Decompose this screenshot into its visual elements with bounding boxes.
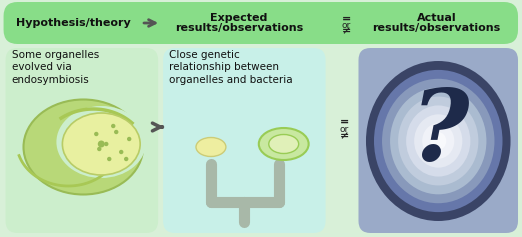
Text: or: or: [342, 20, 351, 29]
Text: =: =: [340, 117, 349, 127]
Circle shape: [114, 130, 118, 134]
Ellipse shape: [56, 106, 146, 178]
Ellipse shape: [422, 123, 454, 159]
Ellipse shape: [366, 61, 511, 221]
Circle shape: [124, 157, 128, 161]
Ellipse shape: [259, 128, 309, 160]
Text: Actual
results/observations: Actual results/observations: [372, 13, 501, 33]
Circle shape: [127, 137, 132, 141]
Ellipse shape: [430, 132, 446, 150]
Text: Some organelles
evolved via
endosymbiosis: Some organelles evolved via endosymbiosi…: [11, 50, 99, 85]
Ellipse shape: [63, 113, 140, 175]
FancyBboxPatch shape: [4, 2, 518, 44]
Circle shape: [111, 124, 115, 128]
Text: ?: ?: [411, 85, 470, 181]
Ellipse shape: [269, 135, 299, 154]
Ellipse shape: [398, 96, 478, 185]
Circle shape: [97, 147, 101, 151]
Ellipse shape: [374, 70, 503, 212]
Text: Close genetic
relationship between
organelles and bacteria: Close genetic relationship between organ…: [169, 50, 293, 85]
FancyBboxPatch shape: [7, 5, 139, 41]
Circle shape: [98, 141, 105, 147]
Text: =: =: [342, 14, 351, 24]
Circle shape: [94, 132, 99, 136]
FancyBboxPatch shape: [163, 48, 326, 233]
Ellipse shape: [23, 100, 143, 195]
Text: or: or: [340, 124, 349, 133]
FancyBboxPatch shape: [6, 48, 158, 233]
Circle shape: [107, 157, 111, 161]
Text: Hypothesis/theory: Hypothesis/theory: [16, 18, 130, 28]
Text: ≠: ≠: [340, 131, 349, 141]
Ellipse shape: [382, 79, 494, 203]
Ellipse shape: [196, 137, 226, 156]
FancyBboxPatch shape: [163, 5, 315, 41]
Ellipse shape: [406, 105, 470, 177]
FancyBboxPatch shape: [359, 48, 518, 233]
Circle shape: [119, 150, 123, 154]
Text: ≠: ≠: [342, 26, 351, 36]
Ellipse shape: [390, 88, 487, 194]
FancyBboxPatch shape: [357, 5, 516, 41]
Ellipse shape: [414, 114, 462, 168]
Circle shape: [104, 142, 109, 146]
Text: Expected
results/observations: Expected results/observations: [175, 13, 303, 33]
